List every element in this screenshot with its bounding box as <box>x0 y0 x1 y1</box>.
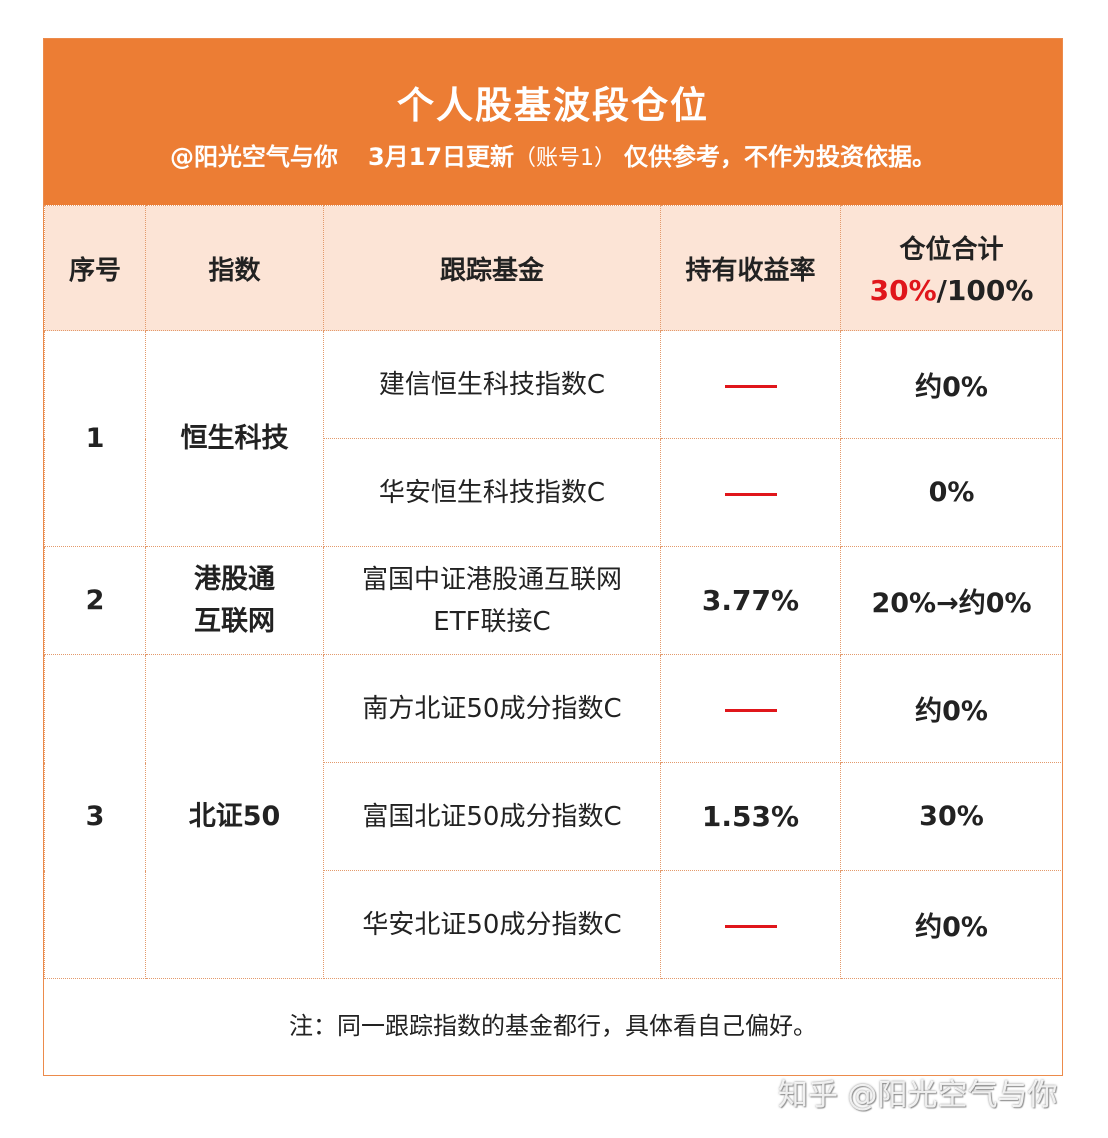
holding-return <box>660 438 841 547</box>
index-name-line: 北证50 <box>188 800 281 832</box>
position-current: 30% <box>869 274 937 307</box>
holding-return <box>660 330 841 439</box>
title-banner: 个人股基波段仓位 @阳光空气与你 3月17日更新（账号1） 仅供参考，不作为投资依据… <box>44 39 1062 205</box>
holding-return <box>660 654 841 763</box>
position-value: 30% <box>840 762 1062 871</box>
fund-name: 华安北证50成分指数C <box>323 870 661 979</box>
subtitle: @阳光空气与你 3月17日更新（账号1） 仅供参考，不作为投资依据。 <box>44 137 1062 172</box>
fund-name-line: 富国北证50成分指数C <box>362 801 622 832</box>
row-seq: 3 <box>44 654 146 979</box>
table-row: 华安北证50成分指数C 约0% <box>45 870 1062 979</box>
fund-name-line: 南方北证50成分指数C <box>362 693 622 724</box>
table-row: 1 恒生科技 建信恒生科技指数C 约0% <box>44 330 1062 547</box>
fund-name-line: 富国中证港股通互联网 <box>361 564 622 595</box>
fund-name-line: 建信恒生科技指数C <box>378 369 606 400</box>
row-index-name: 北证50 <box>145 654 324 979</box>
table-header-row: 序号 指数 跟踪基金 持有收益率 仓位合计 30%/100% <box>44 205 1062 331</box>
footnote: 注：同一跟踪指数的基金都行，具体看自己偏好。 <box>289 1012 817 1040</box>
index-name-line: 恒生科技 <box>180 422 289 454</box>
return-dash <box>724 708 777 712</box>
row-index-name: 港股通 互联网 <box>145 546 324 655</box>
fund-name-line: 华安恒生科技指数C <box>378 477 606 508</box>
table-row: 富国北证50成分指数C 1.53% 30% <box>45 762 1062 871</box>
fund-name-line: 华安北证50成分指数C <box>362 909 622 940</box>
fund-name: 建信恒生科技指数C <box>323 330 661 439</box>
fund-name: 南方北证50成分指数C <box>323 654 661 763</box>
position-value: 0% <box>840 438 1062 547</box>
return-dash <box>724 492 777 496</box>
table-row: 华安恒生科技指数C 0% <box>45 438 1062 547</box>
return-dash <box>724 924 777 928</box>
return-value: 3.77% <box>701 584 800 617</box>
position-card: 个人股基波段仓位 @阳光空气与你 3月17日更新（账号1） 仅供参考，不作为投资依据… <box>43 38 1063 1076</box>
author-handle: @阳光空气与你 <box>169 143 338 171</box>
position-value: 约0% <box>840 870 1062 979</box>
table-row: 3 北证50 南方北证50成分指数C 约0% <box>44 654 1062 979</box>
col-header-seq: 序号 <box>44 205 146 331</box>
return-value: 1.53% <box>701 800 800 833</box>
col-header-position: 仓位合计 30%/100% <box>840 205 1062 331</box>
row-seq: 2 <box>44 546 146 655</box>
col-header-index: 指数 <box>145 205 324 331</box>
index-name-line: 互联网 <box>194 605 275 637</box>
table-body: 1 恒生科技 建信恒生科技指数C 约0% 华安恒生科技指数C 0% 2 港股通 互联网 富国中证港… <box>44 330 1062 979</box>
position-total-value: 30%/100% <box>870 274 1034 307</box>
position-max: 100% <box>946 274 1034 307</box>
col-header-return: 持有收益率 <box>660 205 841 331</box>
return-dash <box>724 384 777 388</box>
table-row: 2 港股通 互联网 富国中证港股通互联网 ETF联接C 3.77% 20%→约0% <box>44 546 1062 655</box>
row-seq: 1 <box>44 330 146 547</box>
watermark: 知乎 @阳光空气与你 <box>778 1078 1058 1113</box>
fund-name-line: ETF联接C <box>433 606 551 637</box>
position-separator: / <box>936 274 947 307</box>
position-total-label: 仓位合计 <box>899 235 1004 265</box>
position-table: 序号 指数 跟踪基金 持有收益率 仓位合计 30%/100% 1 恒生科技 建信恒生… <box>44 205 1062 979</box>
page-title: 个人股基波段仓位 <box>397 84 709 127</box>
col-header-fund: 跟踪基金 <box>323 205 661 331</box>
disclaimer: 仅供参考，不作为投资依据。 <box>624 143 937 171</box>
position-value: 约0% <box>840 330 1062 439</box>
holding-return <box>660 870 841 979</box>
account-label: （账号1） <box>514 146 617 171</box>
index-name-line: 港股通 <box>194 563 275 595</box>
fund-name: 富国中证港股通互联网 ETF联接C <box>323 546 661 655</box>
holding-return: 3.77% <box>660 546 841 655</box>
fund-name: 华安恒生科技指数C <box>323 438 661 547</box>
position-value: 20%→约0% <box>840 546 1062 655</box>
update-date: 3月17日更新 <box>367 143 515 171</box>
holding-return: 1.53% <box>660 762 841 871</box>
row-index-name: 恒生科技 <box>145 330 324 547</box>
fund-name: 富国北证50成分指数C <box>323 762 661 871</box>
position-value: 约0% <box>840 654 1062 763</box>
